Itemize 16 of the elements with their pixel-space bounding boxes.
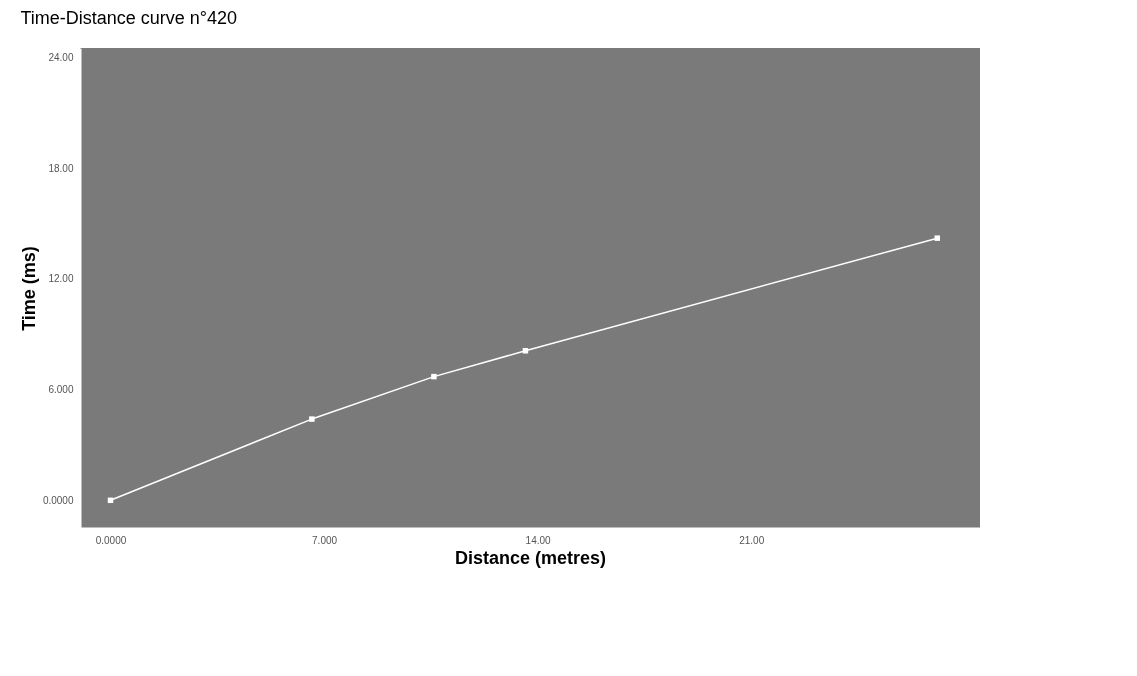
point [522, 348, 529, 354]
point [934, 235, 941, 241]
y-axis-title: Time (ms) [18, 246, 39, 331]
x-tick-label: 21.00 [739, 534, 765, 546]
y-tick-label: 0.0000 [42, 494, 74, 506]
x-axis-title: Distance (metres) [454, 547, 607, 568]
x-tick-label: 14.00 [525, 534, 552, 546]
y-tick-label: 18.00 [48, 162, 74, 174]
y-tick-label: 6.000 [48, 384, 74, 396]
point [431, 373, 437, 380]
chart-title: Time-Distance curve n°420 [20, 8, 238, 28]
x-tick-label: 0.0000 [95, 534, 127, 546]
y-tick-label: 12.00 [48, 273, 74, 285]
x-tick-label: 7.000 [312, 534, 338, 546]
y-tick-label: 24.00 [48, 51, 74, 63]
point [309, 416, 315, 422]
